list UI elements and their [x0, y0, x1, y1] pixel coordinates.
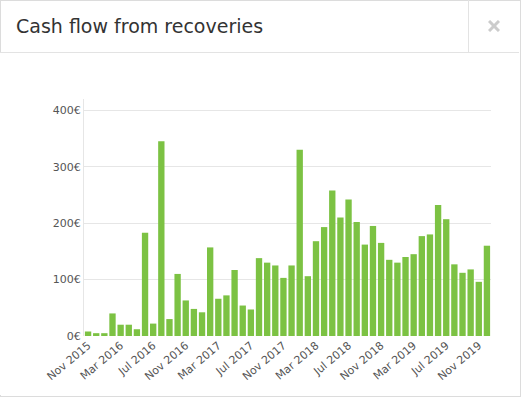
svg-text:200€: 200€ — [53, 217, 81, 230]
svg-text:Jul 2018: Jul 2018 — [311, 339, 354, 378]
svg-text:Jul 2016: Jul 2016 — [115, 339, 158, 378]
svg-text:Nov 2017: Nov 2017 — [240, 339, 289, 383]
svg-text:0€: 0€ — [67, 330, 81, 343]
svg-text:Mar 2019: Mar 2019 — [371, 339, 419, 383]
svg-text:100€: 100€ — [53, 273, 81, 286]
svg-text:Mar 2018: Mar 2018 — [273, 339, 321, 383]
svg-text:Jul 2017: Jul 2017 — [213, 339, 256, 378]
svg-text:Nov 2016: Nov 2016 — [142, 339, 191, 383]
svg-text:Nov 2018: Nov 2018 — [338, 339, 387, 383]
svg-text:Mar 2017: Mar 2017 — [175, 339, 223, 383]
svg-text:Mar 2016: Mar 2016 — [78, 339, 126, 383]
svg-text:300€: 300€ — [53, 161, 81, 174]
svg-text:Jul 2019: Jul 2019 — [408, 339, 451, 378]
svg-text:400€: 400€ — [53, 104, 81, 117]
svg-text:Nov 2019: Nov 2019 — [435, 339, 484, 383]
html-text:Cash flow from recoveries: Cash flow from recoveries — [16, 15, 264, 37]
svg-text:Nov 2015: Nov 2015 — [45, 339, 94, 383]
